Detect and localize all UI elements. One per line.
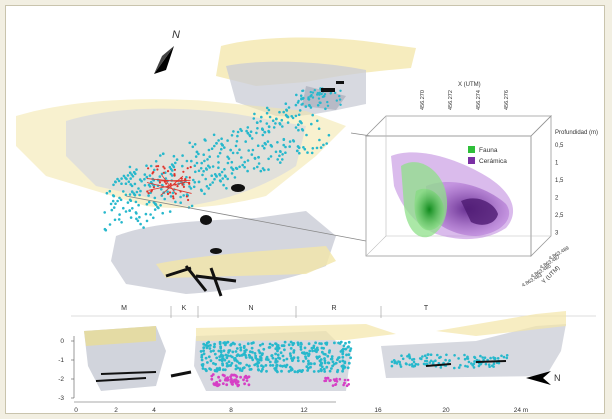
legend-label-fauna: Fauna: [479, 147, 498, 154]
cube-z-tick: 1: [555, 161, 559, 167]
cube-legend: Fauna Cerámica: [468, 146, 507, 165]
upper-gallery-surface: [216, 37, 416, 117]
cube-x-tick: 456.270: [420, 90, 426, 110]
north-arrow-top: N: [154, 29, 180, 74]
north-label-bottom: N: [554, 373, 561, 383]
cube-x-tick: 456.276: [504, 90, 510, 110]
section-profile: M K N R T 0 -1 -2 -3 N 0 2 4 8 12 16 20 24 m: [58, 305, 596, 414]
north-label-top: N: [172, 29, 180, 41]
figure-frame: N: [5, 5, 605, 414]
cube-z-tick: 0,5: [555, 143, 564, 149]
cube-z-axis-label: Profundidad (m): [555, 130, 598, 136]
section-x-ticks: 0 2 4 8 12 16 20 24 m: [74, 407, 528, 414]
main-gallery-surface: [16, 99, 346, 208]
section-x-tick: 12: [300, 407, 308, 414]
zone-label: T: [424, 305, 429, 312]
section-x-tick: 2: [114, 407, 118, 414]
zone-label: R: [331, 305, 336, 312]
section-y-tick: 0: [60, 338, 64, 345]
red-point-cluster: [146, 165, 192, 202]
cube-x-tick: 456.272: [448, 90, 454, 110]
zone-label: N: [248, 305, 253, 312]
cube-x-ticks: 456.270 456.272 456.274 456.276: [420, 90, 510, 110]
cube-z-ticks: 0,5 1 1,5 2 2,5 3: [555, 143, 564, 237]
section-x-tick: 8: [229, 407, 233, 414]
cube-z-tick: 3: [555, 231, 559, 237]
section-x-tick: 24 m: [514, 407, 528, 414]
cyan-point-cloud-upper: [297, 87, 342, 108]
cube-z-tick: 2: [555, 196, 559, 202]
cyan-point-cloud-section: [199, 340, 353, 374]
section-y-tick: -3: [58, 395, 64, 402]
cube-x-tick: 456.274: [476, 90, 482, 110]
cave-3d-figure: N: [16, 29, 598, 414]
legend-swatch-ceramica: [468, 157, 475, 164]
zone-label: K: [182, 305, 187, 312]
section-x-tick: 0: [74, 407, 78, 414]
north-arrow-bottom: N: [526, 371, 561, 385]
cube-z-tick: 1,5: [555, 178, 564, 184]
legend-swatch-fauna: [468, 146, 475, 153]
section-x-tick: 4: [152, 407, 156, 414]
section-y-tick: -1: [58, 357, 64, 364]
magenta-point-cloud-section: [210, 373, 351, 388]
cyan-point-cloud-main: [103, 93, 331, 232]
section-x-tick: 20: [442, 407, 450, 414]
zone-label: M: [121, 305, 127, 312]
section-y-ticks: 0 -1 -2 -3: [58, 338, 74, 402]
lower-gallery-surface: [111, 211, 336, 297]
black-features: [200, 81, 344, 254]
legend-label-ceramica: Cerámica: [479, 158, 507, 165]
cube-z-tick: 2,5: [555, 213, 564, 219]
cube-x-axis-label: X (UTM): [458, 82, 481, 88]
density-cube: X (UTM) 456.270 456.272 456.274 456.276 Pro…: [365, 82, 598, 289]
section-y-tick: -2: [58, 376, 64, 383]
section-x-tick: 16: [374, 407, 382, 414]
